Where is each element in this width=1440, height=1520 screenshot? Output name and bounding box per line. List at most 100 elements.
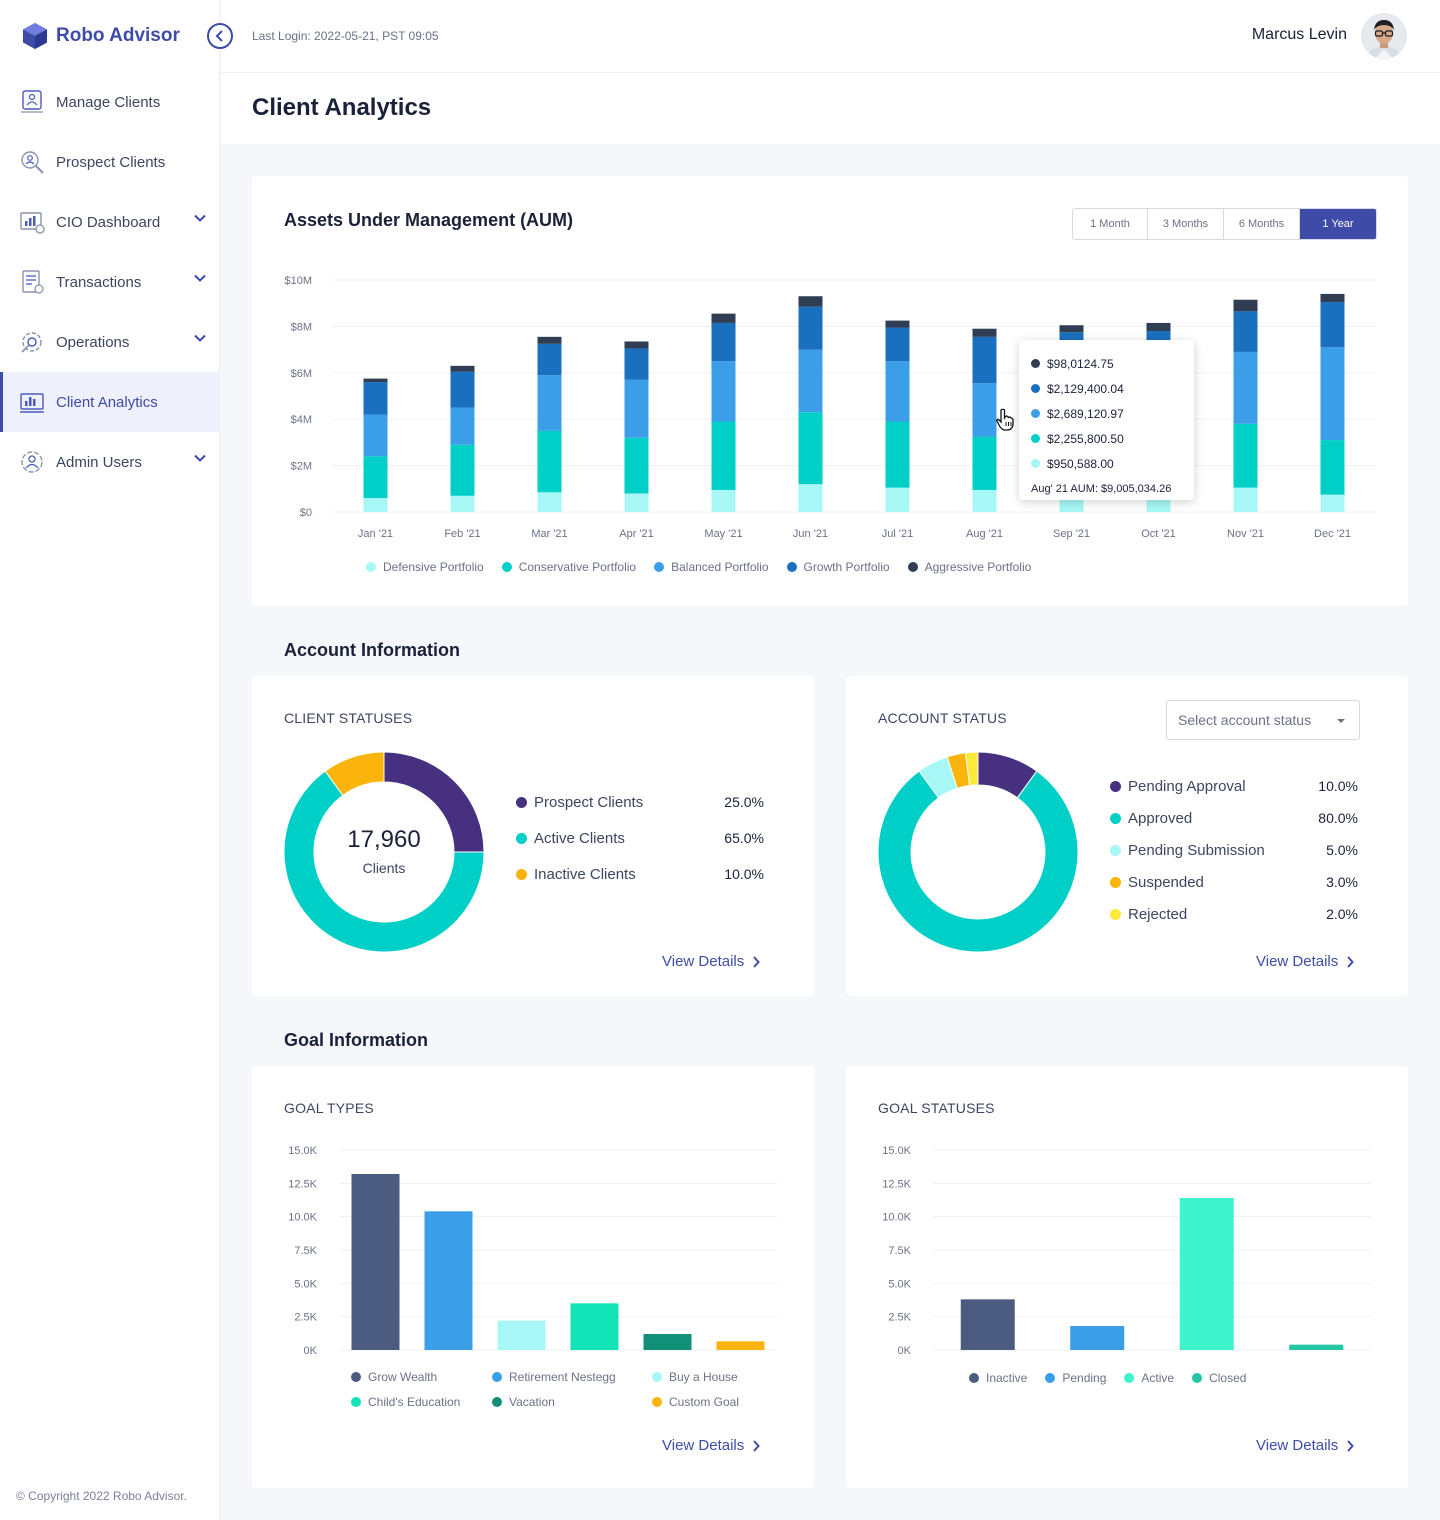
goal-statuses-legend-item[interactable]: Active xyxy=(1124,1371,1174,1385)
aum-bar-segment[interactable] xyxy=(972,383,997,437)
aum-bar-segment[interactable] xyxy=(798,306,823,350)
bar[interactable] xyxy=(643,1334,692,1350)
goal-statuses-legend-item[interactable]: Closed xyxy=(1192,1371,1246,1385)
aum-bar-segment[interactable] xyxy=(1320,494,1345,512)
donut-slice[interactable] xyxy=(964,751,979,787)
bar[interactable] xyxy=(570,1303,619,1350)
aum-legend-item[interactable]: Aggressive Portfolio xyxy=(907,560,1031,574)
sidebar-item-prospect-clients[interactable]: Prospect Clients xyxy=(0,132,220,192)
goal-types-legend-item[interactable]: Buy a House xyxy=(652,1370,738,1384)
aum-bar-segment[interactable] xyxy=(972,436,997,490)
bar[interactable] xyxy=(351,1174,400,1350)
sidebar-item-transactions[interactable]: Transactions xyxy=(0,252,220,312)
aum-bar-segment[interactable] xyxy=(537,336,562,344)
aum-bar-segment[interactable] xyxy=(624,379,649,438)
aum-bar-segment[interactable] xyxy=(972,489,997,512)
goal-types-legend-item[interactable]: Vacation xyxy=(492,1395,555,1409)
aum-bar-segment[interactable] xyxy=(885,327,910,362)
bar[interactable] xyxy=(716,1341,765,1350)
aum-bar-segment[interactable] xyxy=(1233,487,1258,512)
aum-bar-segment[interactable] xyxy=(624,437,649,494)
user-name[interactable]: Marcus Levin xyxy=(1251,26,1347,43)
period-1-year-button[interactable]: 1 Year xyxy=(1300,209,1376,239)
aum-bar-segment[interactable] xyxy=(798,349,823,413)
goal-types-legend-item[interactable]: Custom Goal xyxy=(652,1395,739,1409)
aum-bar-segment[interactable] xyxy=(1320,293,1345,303)
aum-bar-segment[interactable] xyxy=(537,492,562,512)
goal-types-legend-item[interactable]: Grow Wealth xyxy=(351,1370,437,1384)
bar[interactable] xyxy=(497,1320,546,1350)
sidebar-item-operations[interactable]: Operations xyxy=(0,312,220,372)
aum-bar-segment[interactable] xyxy=(711,489,736,512)
aum-bar-segment[interactable] xyxy=(972,336,997,384)
aum-legend-item[interactable]: Growth Portfolio xyxy=(786,560,890,574)
aum-bar-segment[interactable] xyxy=(450,371,475,408)
aum-bar-segment[interactable] xyxy=(798,412,823,485)
aum-bar-segment[interactable] xyxy=(885,421,910,488)
goal-types-view-details-link[interactable]: View Details xyxy=(662,1437,761,1454)
aum-bar-segment[interactable] xyxy=(885,320,910,328)
aum-bar-segment[interactable] xyxy=(537,430,562,493)
aum-bar-segment[interactable] xyxy=(1233,311,1258,352)
aum-bar-segment[interactable] xyxy=(363,414,388,457)
aum-bar-segment[interactable] xyxy=(363,456,388,499)
aum-bar-segment[interactable] xyxy=(711,421,736,490)
sidebar-item-cio-dashboard[interactable]: CIO Dashboard xyxy=(0,192,220,252)
bar[interactable] xyxy=(424,1211,473,1350)
aum-bar-segment[interactable] xyxy=(798,484,823,512)
brand[interactable]: Robo Advisor xyxy=(22,22,180,50)
donut-slice[interactable] xyxy=(283,770,485,953)
aum-bar-segment[interactable] xyxy=(363,498,388,512)
aum-bar-segment[interactable] xyxy=(450,495,475,512)
sidebar-item-admin-users[interactable]: Admin Users xyxy=(0,432,220,492)
aum-bar-segment[interactable] xyxy=(711,313,736,323)
account-status-select[interactable]: Select account status xyxy=(1166,700,1360,740)
bar[interactable] xyxy=(1179,1198,1234,1350)
sidebar-item-manage-clients[interactable]: Manage Clients xyxy=(0,72,220,132)
period-1-month-button[interactable]: 1 Month xyxy=(1073,209,1148,239)
goal-types-legend-item[interactable]: Child's Education xyxy=(351,1395,460,1409)
goal-types-legend-item[interactable]: Retirement Nestegg xyxy=(492,1370,616,1384)
aum-bar-segment[interactable] xyxy=(363,378,388,383)
aum-bar-segment[interactable] xyxy=(1233,299,1258,312)
donut-slice[interactable] xyxy=(877,770,1079,953)
aum-bar-segment[interactable] xyxy=(711,361,736,422)
aum-bar-segment[interactable] xyxy=(1320,347,1345,441)
period-3-months-button[interactable]: 3 Months xyxy=(1148,209,1224,239)
bar[interactable] xyxy=(1289,1344,1344,1350)
bar[interactable] xyxy=(1070,1326,1125,1350)
collapse-sidebar-button[interactable] xyxy=(207,23,233,49)
aum-bar-segment[interactable] xyxy=(624,341,649,349)
sidebar-item-client-analytics[interactable]: Client Analytics xyxy=(0,372,220,432)
aum-bar-segment[interactable] xyxy=(972,328,997,337)
aum-bar-segment[interactable] xyxy=(711,322,736,362)
aum-bar-segment[interactable] xyxy=(450,444,475,496)
aum-bar-segment[interactable] xyxy=(537,343,562,376)
aum-bar-segment[interactable] xyxy=(363,382,388,415)
aum-legend-item[interactable]: Balanced Portfolio xyxy=(654,560,769,574)
goal-statuses-legend-item[interactable]: Inactive xyxy=(969,1371,1027,1385)
aum-legend-item[interactable]: Conservative Portfolio xyxy=(501,560,636,574)
aum-bar-segment[interactable] xyxy=(1233,423,1258,488)
aum-bar-segment[interactable] xyxy=(624,493,649,512)
account-status-view-details-link[interactable]: View Details xyxy=(1256,953,1355,970)
aum-bar-segment[interactable] xyxy=(798,296,823,307)
bar[interactable] xyxy=(960,1299,1015,1350)
aum-bar-segment[interactable] xyxy=(885,361,910,422)
client-statuses-view-details-link[interactable]: View Details xyxy=(662,953,761,970)
period-6-months-button[interactable]: 6 Months xyxy=(1224,209,1300,239)
aum-bar-segment[interactable] xyxy=(1320,302,1345,348)
aum-legend-item[interactable]: Defensive Portfolio xyxy=(366,560,484,574)
aum-bar-segment[interactable] xyxy=(1059,325,1084,333)
goal-statuses-view-details-link[interactable]: View Details xyxy=(1256,1437,1355,1454)
donut-slice[interactable] xyxy=(324,751,385,797)
aum-bar-segment[interactable] xyxy=(624,348,649,380)
aum-bar-segment[interactable] xyxy=(1233,351,1258,424)
aum-bar-segment[interactable] xyxy=(537,375,562,431)
aum-bar-segment[interactable] xyxy=(1320,440,1345,495)
aum-bar-segment[interactable] xyxy=(885,487,910,512)
aum-bar-segment[interactable] xyxy=(1146,322,1171,332)
aum-bar-segment[interactable] xyxy=(450,365,475,372)
avatar[interactable] xyxy=(1361,13,1407,59)
aum-bar-segment[interactable] xyxy=(450,407,475,445)
